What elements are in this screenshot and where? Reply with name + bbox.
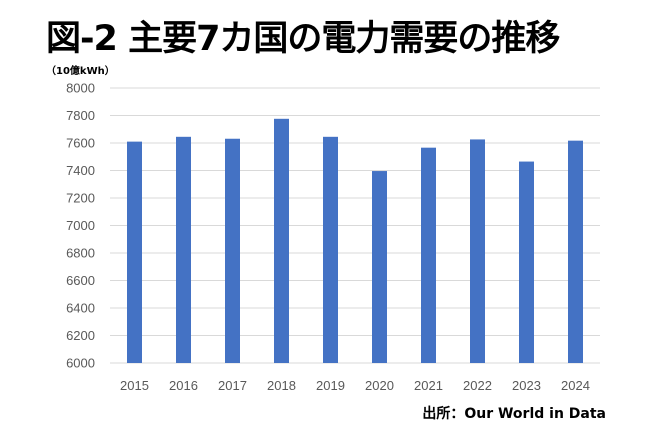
bar-2023 xyxy=(519,161,534,363)
y-tick-label: 6200 xyxy=(66,328,95,343)
bar-2015 xyxy=(127,141,142,363)
x-tick-label: 2021 xyxy=(414,378,443,393)
bar-2024 xyxy=(568,140,583,363)
x-tick-label: 2015 xyxy=(120,378,149,393)
bar-2021 xyxy=(421,147,436,363)
x-tick-label: 2018 xyxy=(267,378,296,393)
x-tick-label: 2024 xyxy=(561,378,590,393)
y-tick-label: 7400 xyxy=(66,163,95,178)
x-tick-label: 2019 xyxy=(316,378,345,393)
y-tick-label: 7000 xyxy=(66,218,95,233)
y-tick-label: 6000 xyxy=(66,356,95,371)
y-axis-unit-label: （10億kWh） xyxy=(46,66,115,77)
x-tick-label: 2017 xyxy=(218,378,247,393)
x-tick-label: 2020 xyxy=(365,378,394,393)
bar-2019 xyxy=(323,136,338,363)
bar-2020 xyxy=(372,171,387,363)
y-tick-label: 7600 xyxy=(66,136,95,151)
chart-title: 図-2 主要7カ国の電力需要の推移 xyxy=(46,19,560,59)
y-tick-label: 6800 xyxy=(66,246,95,261)
x-tick-label: 2016 xyxy=(169,378,198,393)
source-note: 出所：Our World in Data xyxy=(422,406,606,422)
bar-2016 xyxy=(176,136,191,363)
x-tick-label: 2023 xyxy=(512,378,541,393)
y-tick-label: 8000 xyxy=(66,81,95,96)
y-tick-label: 6400 xyxy=(66,301,95,316)
y-tick-label: 7200 xyxy=(66,191,95,206)
bar-2018 xyxy=(274,118,289,363)
bar-2017 xyxy=(225,138,240,363)
y-tick-label: 7800 xyxy=(66,108,95,123)
x-tick-label: 2022 xyxy=(463,378,492,393)
y-tick-label: 6600 xyxy=(66,273,95,288)
bar-2022 xyxy=(470,139,485,363)
